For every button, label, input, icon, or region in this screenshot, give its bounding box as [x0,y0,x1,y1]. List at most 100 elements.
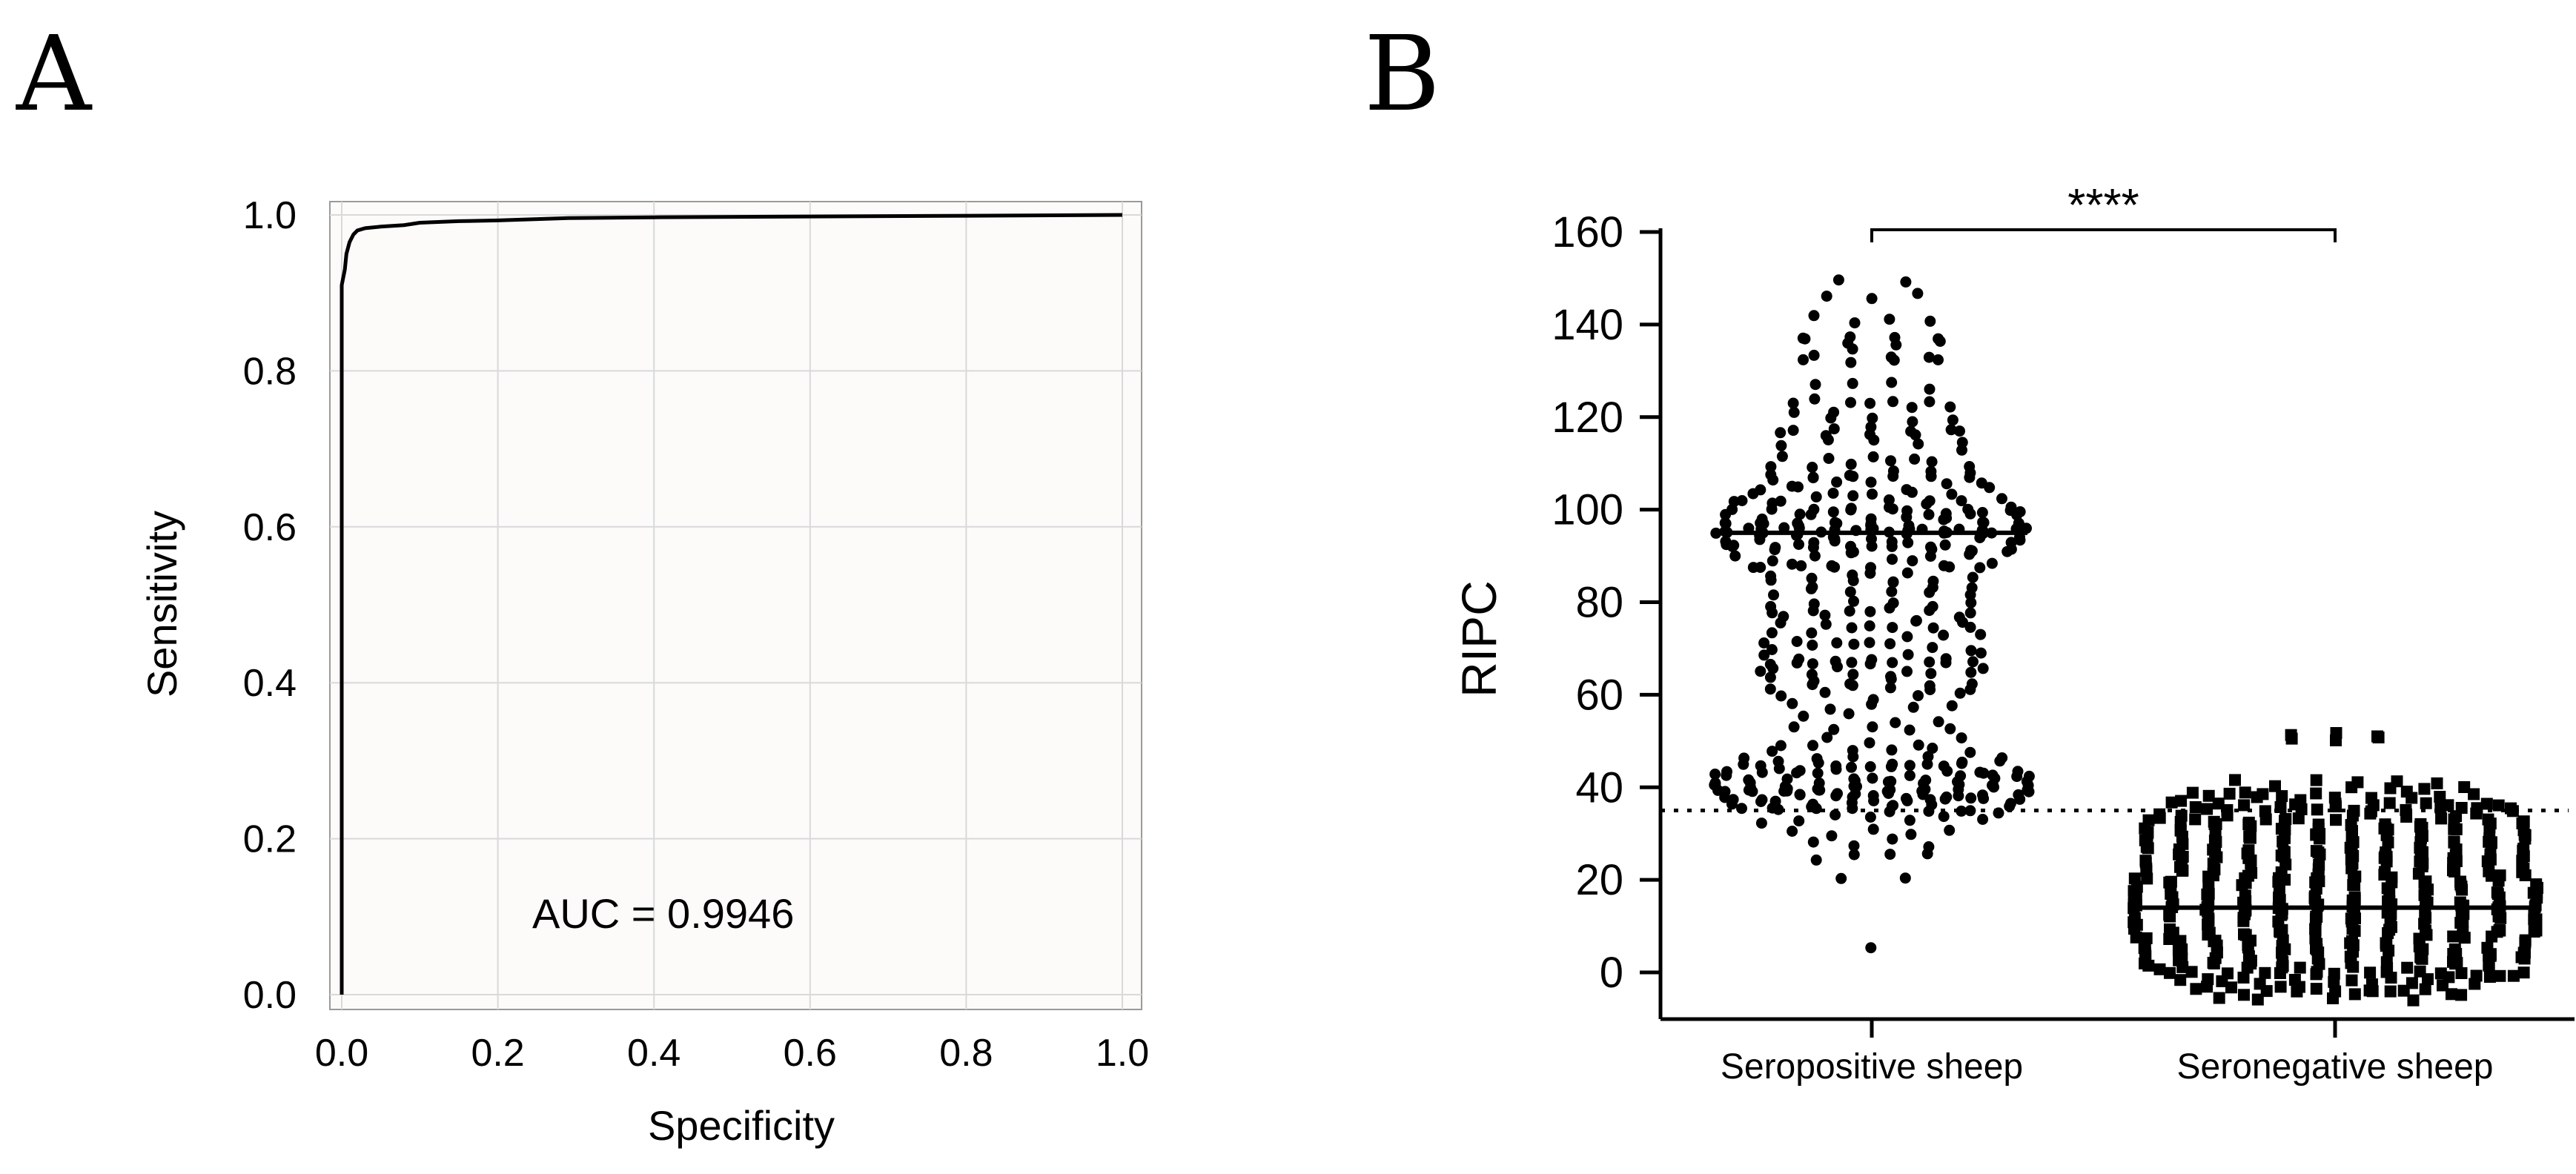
roc-x-tick-label: 0.6 [784,1032,837,1075]
seronegative-point [2517,966,2530,979]
panel-b-label: B [1364,14,1440,135]
seronegative-point [2165,875,2177,888]
seronegative-point [2378,869,2391,881]
seronegative-point [2142,959,2155,972]
seropositive-point [1787,425,1799,437]
seropositive-point [1940,653,1952,665]
seropositive-point [1867,790,1879,801]
seropositive-point [1966,678,1978,690]
seropositive-point [1933,716,1944,728]
ripc-y-axis-label: RIPC [1451,580,1506,697]
seronegative-point [2348,891,2361,903]
seropositive-point [1795,560,1807,571]
seropositive-point [1927,743,1938,754]
seropositive-point [1867,772,1878,784]
seropositive-point [1831,517,1843,529]
seropositive-point [1721,766,1732,777]
seronegative-point [2458,781,2471,793]
seronegative-point [2279,943,2291,955]
seropositive-point [1901,631,1913,643]
seropositive-point [1807,798,1819,810]
seronegative-point [2517,844,2529,857]
seronegative-point [2128,912,2141,924]
seropositive-point [1905,425,1917,437]
seropositive-point [1798,710,1810,722]
seronegative-point [2451,957,2463,969]
seropositive-point [1964,461,1976,472]
seronegative-point [2383,797,2396,809]
seropositive-point [1791,636,1803,647]
seronegative-point [2345,819,2357,832]
seropositive-point [1845,503,1857,514]
seronegative-point [2468,788,2480,800]
seropositive-point [1775,427,1787,439]
seropositive-point [1787,558,1798,570]
seronegative-point [2414,818,2427,830]
seronegative-point [2212,797,2225,810]
seronegative-point [2400,803,2412,816]
seronegative-point [2455,989,2468,1001]
seronegative-point [2483,832,2496,845]
seropositive-point [1907,701,1919,713]
seronegative-point [2454,875,2466,888]
seropositive-point [1946,700,1958,712]
seropositive-point [1927,642,1938,654]
seronegative-point [2239,889,2251,902]
seropositive-point [1792,481,1804,493]
seropositive-point [1887,503,1898,515]
roc-x-axis-label: Specificity [648,1102,835,1149]
seropositive-point [1886,586,1898,597]
seronegative-point [2420,797,2432,809]
seropositive-point [1798,354,1809,365]
roc-x-tick-label: 1.0 [1096,1032,1149,1075]
seropositive-point [1884,314,1895,325]
seropositive-point [1819,609,1831,621]
seronegative-point [2288,974,2301,986]
seronegative-point [2166,891,2179,903]
seropositive-point [1866,293,1878,305]
seropositive-point [1847,471,1859,482]
seronegative-point [2139,855,2152,867]
seropositive-point [1808,349,1820,361]
seropositive-point [1823,453,1835,464]
seronegative-point [2238,989,2250,1001]
seropositive-point [1867,451,1879,462]
ripc-y-tick-label: 140 [1552,301,1623,349]
seropositive-point [1927,575,1939,587]
seropositive-point [1956,805,1967,817]
seropositive-point [1924,680,1936,692]
seronegative-point [2492,799,2505,812]
seropositive-point [1944,723,1956,734]
seropositive-point [1830,655,1841,667]
seronegative-point [2329,985,2342,998]
seropositive-point [1890,717,1901,729]
seropositive-point [1766,627,1778,639]
roc-x-tick-label: 0.8 [939,1032,993,1075]
seropositive-point [1755,796,1767,807]
seronegative-point [2310,787,2322,800]
seropositive-point [1887,758,1898,770]
seronegative-point [2419,983,2431,995]
seronegative-point [2448,823,2460,835]
roc-y-tick-label: 0.6 [243,506,297,549]
seropositive-point [1938,760,1950,772]
seronegative-point [2484,848,2497,860]
seropositive-point [1944,824,1956,836]
seronegative-point [2164,966,2176,979]
seropositive-point [1913,438,1924,450]
seropositive-point [1924,396,1936,408]
seronegative-point [2417,943,2429,955]
seropositive-point [1845,397,1856,408]
seropositive-point [1809,393,1821,405]
seropositive-point [1956,437,1968,448]
seropositive-point [1924,383,1936,395]
seropositive-point [1772,755,1784,767]
seronegative-point [2229,774,2241,786]
seropositive-point [1925,465,1937,477]
seropositive-point [1886,744,1898,756]
seropositive-point [2005,537,2017,548]
seropositive-point [1864,637,1875,649]
seronegative-point [2330,727,2342,739]
seropositive-point [1865,562,1876,574]
seropositive-point [1901,505,1913,517]
